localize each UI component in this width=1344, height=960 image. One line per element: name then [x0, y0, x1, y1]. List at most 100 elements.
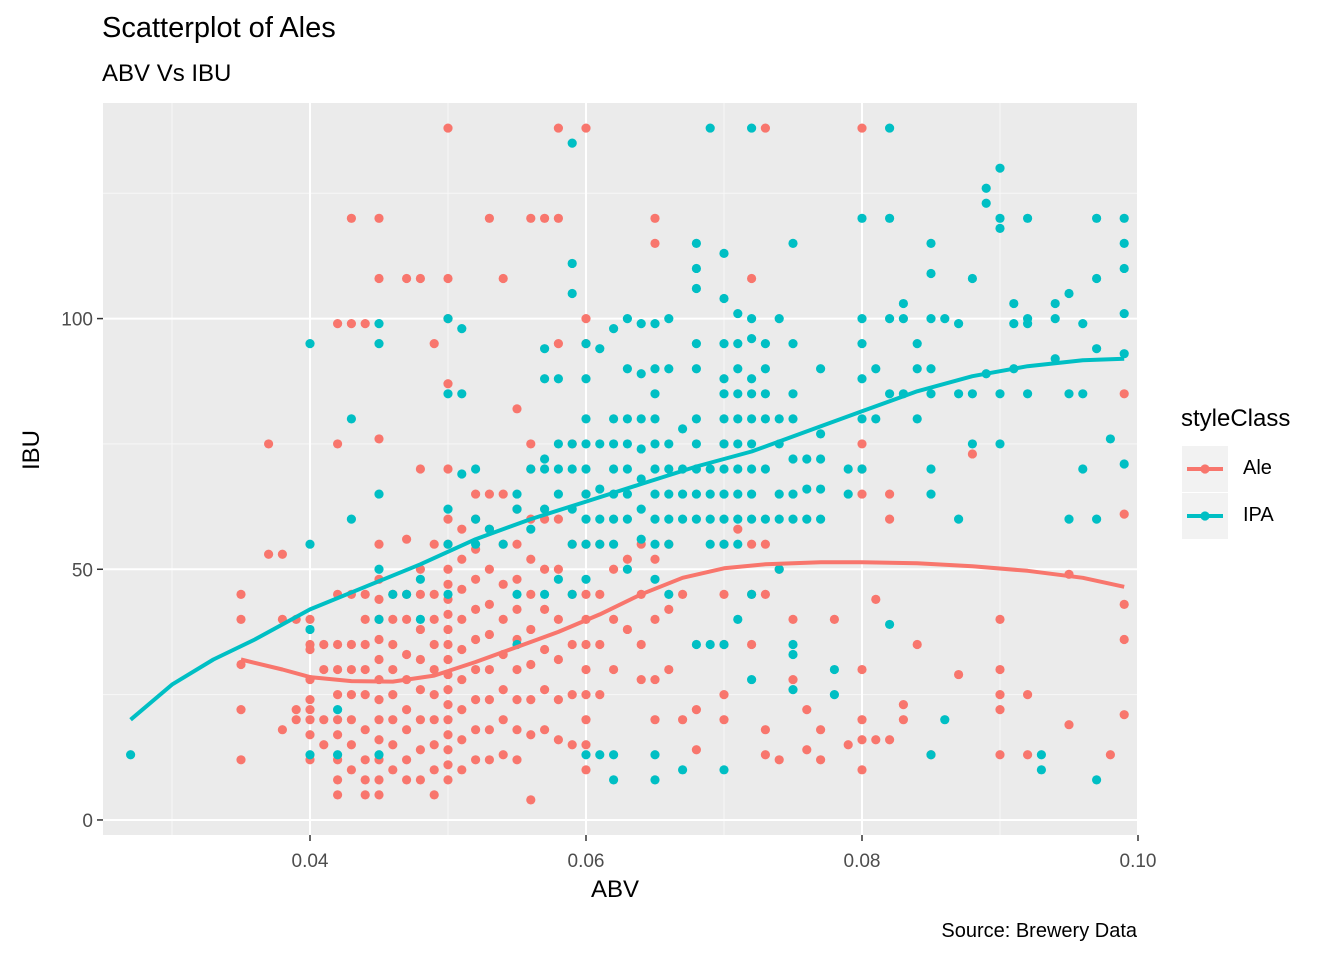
- point-ale: [333, 690, 343, 700]
- point-ipa: [567, 464, 577, 474]
- point-ipa: [760, 364, 771, 374]
- point-ipa: [305, 539, 315, 549]
- point-ipa: [719, 464, 729, 474]
- point-ipa: [774, 564, 784, 574]
- point-ale: [553, 213, 564, 223]
- point-ale: [415, 273, 425, 284]
- legend-label-ipa: IPA: [1243, 504, 1274, 526]
- point-ale: [236, 755, 246, 765]
- point-ipa: [664, 489, 674, 499]
- point-ipa: [567, 258, 577, 269]
- point-ipa: [567, 589, 577, 599]
- point-ale: [277, 549, 287, 559]
- point-ale: [374, 695, 384, 705]
- point-ipa: [816, 484, 826, 494]
- point-ale: [650, 213, 660, 223]
- point-ale: [333, 439, 343, 449]
- point-ipa: [1078, 319, 1088, 329]
- point-ipa: [609, 750, 619, 760]
- point-ipa: [747, 674, 757, 685]
- point-ale: [484, 725, 494, 735]
- point-ipa: [733, 339, 743, 349]
- point-ipa: [526, 464, 536, 474]
- point-ale: [484, 489, 494, 499]
- point-ale: [305, 715, 315, 725]
- point-ipa: [636, 369, 646, 379]
- point-ipa: [609, 414, 619, 424]
- point-ale: [595, 639, 605, 650]
- point-ale: [457, 584, 467, 594]
- point-ipa: [995, 163, 1005, 173]
- legend-label-ale: Ale: [1243, 457, 1272, 479]
- point-ipa: [788, 414, 798, 424]
- point-ipa: [457, 389, 467, 399]
- point-ale: [609, 564, 619, 574]
- point-ale: [319, 639, 329, 650]
- point-ale: [802, 745, 812, 755]
- point-ale: [443, 624, 453, 635]
- point-ipa: [622, 364, 633, 374]
- point-ale: [995, 750, 1005, 760]
- point-ale: [402, 649, 412, 660]
- point-ale: [1023, 690, 1033, 700]
- point-ale: [567, 690, 577, 700]
- point-ipa: [760, 339, 771, 349]
- point-ipa: [305, 624, 315, 635]
- point-ipa: [609, 539, 619, 549]
- point-ipa: [802, 454, 812, 464]
- point-ale: [733, 524, 743, 534]
- point-ale: [443, 609, 453, 619]
- point-ipa: [926, 489, 936, 499]
- point-ale: [912, 639, 922, 650]
- point-ipa: [595, 539, 605, 549]
- point-ale: [402, 725, 412, 735]
- point-ale: [236, 659, 246, 670]
- point-ipa: [443, 504, 453, 514]
- point-ipa: [595, 750, 605, 760]
- point-ale: [609, 664, 619, 675]
- smooth-lines: [129, 356, 1125, 722]
- point-ipa: [305, 339, 315, 349]
- point-ipa: [636, 414, 646, 424]
- point-ale: [471, 755, 481, 765]
- point-ale: [374, 775, 384, 785]
- point-ipa: [1064, 389, 1074, 399]
- point-ale: [1119, 599, 1129, 609]
- point-ipa: [912, 364, 922, 374]
- x-tick-label: 0.06: [568, 851, 605, 872]
- point-ale: [747, 539, 757, 549]
- point-ale: [360, 664, 370, 675]
- point-ale: [498, 579, 508, 589]
- point-ipa: [967, 389, 978, 399]
- point-ale: [760, 123, 771, 133]
- point-ale: [719, 690, 729, 700]
- point-ale: [360, 755, 370, 765]
- point-ipa: [126, 750, 136, 760]
- point-ale: [567, 639, 577, 650]
- point-ale: [567, 740, 577, 750]
- point-ipa: [581, 539, 591, 549]
- point-ale: [719, 715, 729, 725]
- point-ipa: [374, 319, 384, 329]
- point-ale: [857, 765, 867, 775]
- point-ale: [429, 715, 439, 725]
- point-ipa: [443, 389, 453, 399]
- point-ale: [650, 238, 660, 248]
- point-ipa: [581, 514, 591, 524]
- point-ipa: [540, 344, 550, 354]
- point-ipa: [885, 619, 895, 630]
- point-ale: [374, 654, 384, 665]
- point-ale: [526, 554, 536, 564]
- point-ipa: [760, 414, 771, 424]
- legend-keys: [1182, 446, 1228, 539]
- point-ale: [512, 539, 522, 549]
- point-ipa: [1078, 389, 1088, 399]
- point-ale: [498, 489, 508, 499]
- point-ale: [346, 765, 356, 775]
- point-ipa: [664, 514, 674, 524]
- point-ipa: [650, 514, 660, 524]
- point-ale: [415, 715, 425, 725]
- point-ale: [995, 705, 1005, 715]
- point-ale: [650, 554, 660, 564]
- point-ipa: [1064, 288, 1074, 299]
